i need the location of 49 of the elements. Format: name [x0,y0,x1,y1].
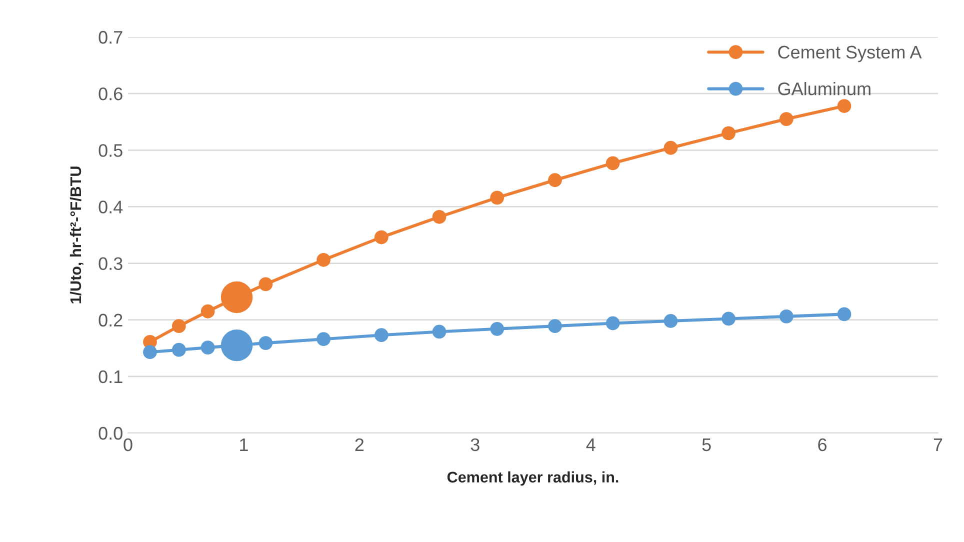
y-tick-label: 0.7 [98,30,122,44]
point [316,332,330,346]
point [316,252,330,267]
point [837,307,852,322]
point [143,345,157,360]
x-tick-label: 2 [355,438,364,451]
point [664,140,678,155]
point [779,112,794,126]
legend-label: GAluminum [778,82,870,96]
x-tick-label: 6 [818,438,827,452]
legend-label: Cement System A [778,46,922,62]
x-tick-label: 7 [934,438,942,451]
y-tick-label: 0.5 [98,144,122,157]
y-tick-label: 0.3 [98,257,122,270]
point [606,156,620,170]
y-axis-title: 1/Uto, hr-ft²-°F/BTU [70,166,84,304]
point [220,281,253,314]
point [606,316,620,330]
point [548,173,562,188]
y-tick-label: 0.1 [98,370,122,384]
point [172,319,186,334]
point [490,190,504,205]
point [374,230,388,244]
point [200,304,215,318]
x-tick-label: 3 [470,438,480,452]
point [220,329,253,362]
point [722,126,736,140]
x-tick-label: 0 [124,438,132,452]
y-tick-label: 0.4 [98,200,123,214]
y-tick-label: 0.2 [98,314,122,327]
y-tick-label: 0.0 [98,426,122,440]
point [374,328,388,342]
point [258,277,273,292]
point [664,314,678,328]
point [548,319,562,334]
point [837,99,852,113]
point [722,312,736,326]
x-tick-label: 4 [586,438,596,451]
point [432,210,446,224]
point [779,310,794,324]
x-tick-label: 1 [240,438,248,451]
y-tick-label: 0.6 [98,88,122,100]
x-tick-label: 5 [702,438,711,452]
point [172,342,186,357]
point [200,340,215,355]
x-axis-title: Cement layer radius, in. [447,471,618,486]
point [258,336,273,350]
point [432,324,446,339]
point [490,322,504,336]
